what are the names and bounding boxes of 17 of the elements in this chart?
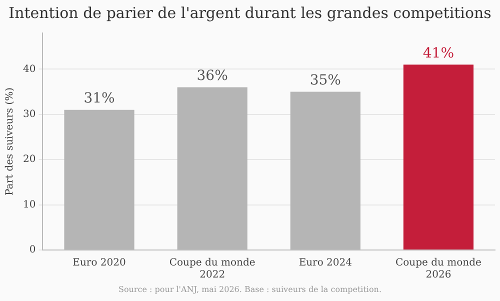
source-note: Source : pour l'ANJ, mai 2026. Base : suiveurs de la competition. — [117, 285, 383, 294]
y-tick-label: 20 — [22, 154, 36, 166]
x-tick-label: Coupe du monde 2026 — [396, 258, 482, 281]
x-tick-label: Euro 2020 — [72, 258, 126, 269]
y-axis-title: Part des suiveurs (%) — [4, 87, 16, 196]
y-tick-label: 40 — [22, 64, 36, 75]
chart-title: Intention de parier de l'argent durant les grandes competitions — [8, 4, 492, 22]
data-label: 35% — [310, 72, 341, 88]
data-label: 41% — [422, 45, 454, 62]
y-tick-label: 0 — [29, 244, 36, 256]
bar — [403, 64, 474, 250]
y-tick-label: 10 — [22, 199, 36, 210]
data-label: 36% — [196, 68, 228, 84]
y-tick-label: 30 — [22, 108, 36, 120]
x-tick-label: Euro 2024 — [298, 258, 352, 269]
x-tick-label: Coupe du monde 2022 — [169, 258, 256, 281]
data-label: 31% — [84, 90, 115, 106]
